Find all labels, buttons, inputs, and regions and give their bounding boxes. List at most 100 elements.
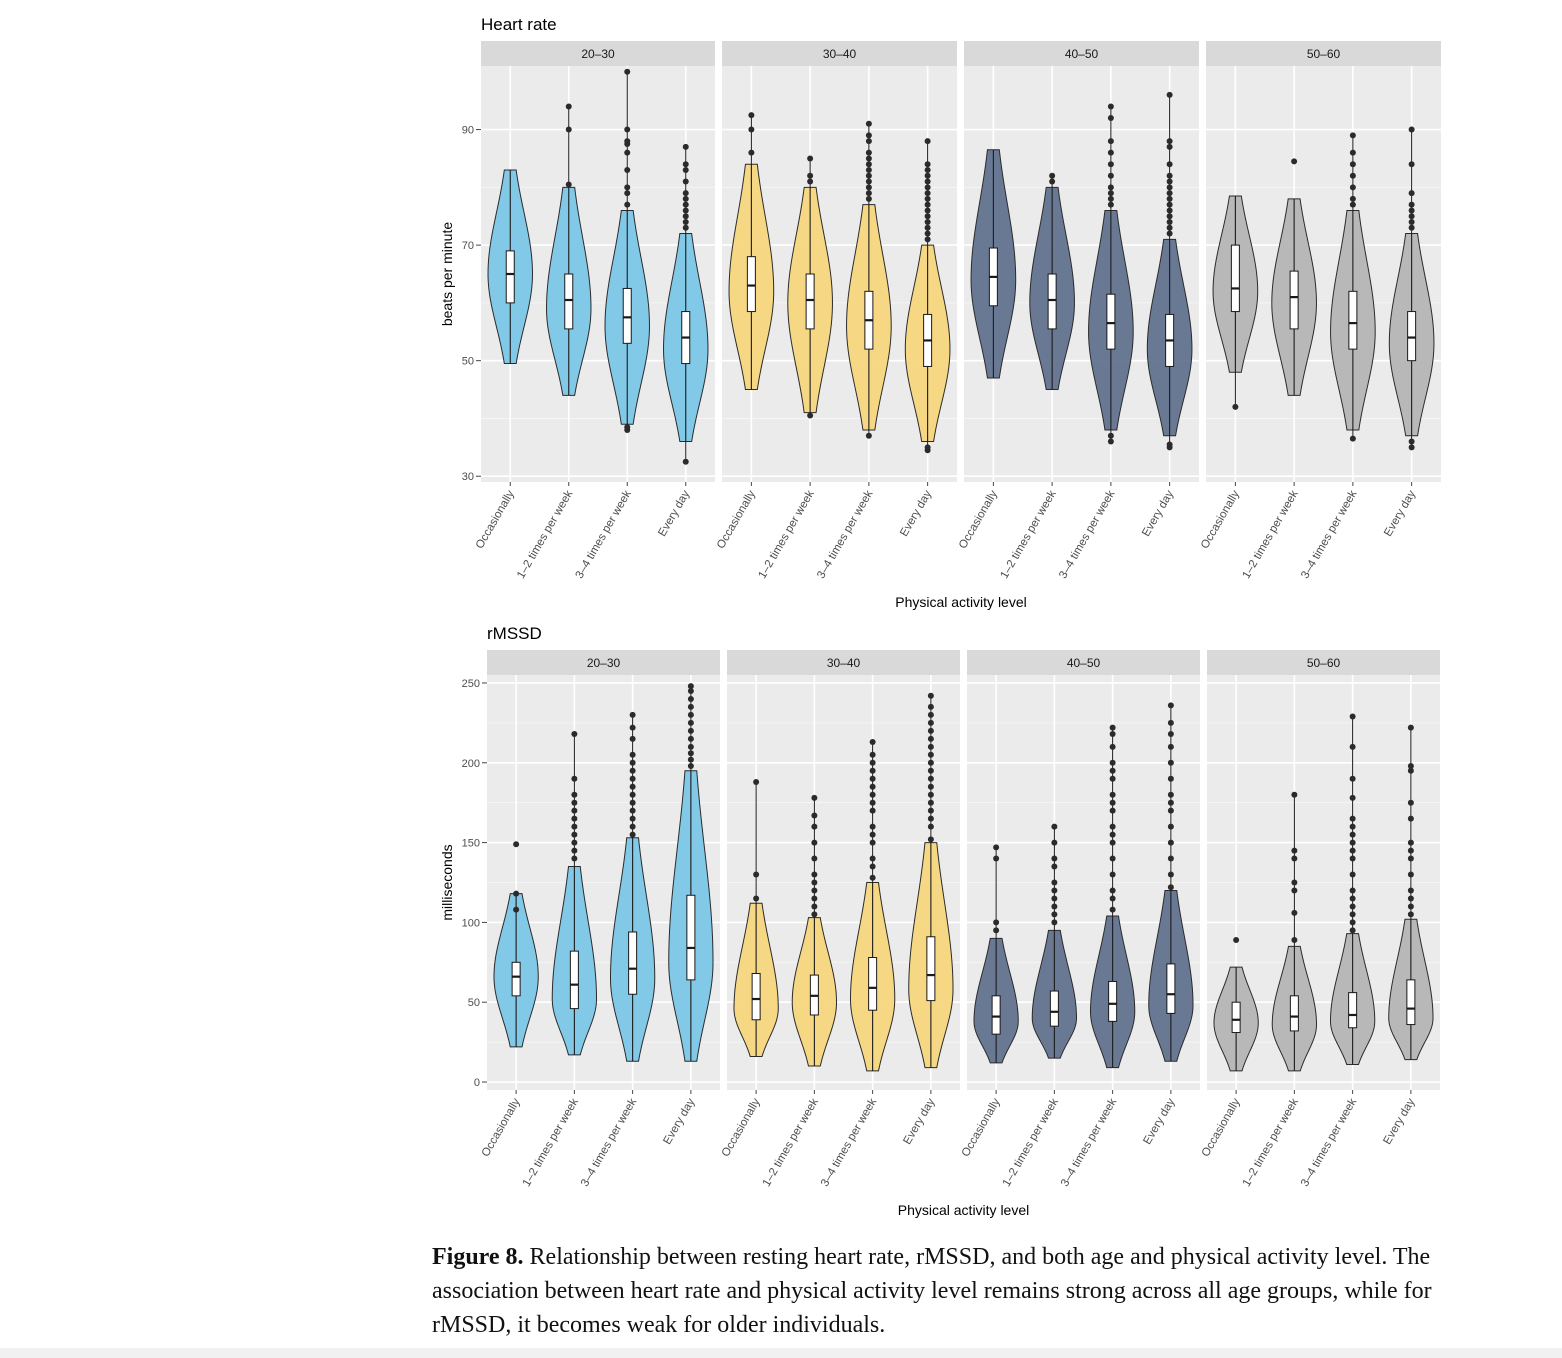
outlier-point	[624, 201, 631, 208]
outlier-point	[1408, 207, 1415, 214]
outlier-point	[869, 775, 876, 782]
outlier-point	[1407, 799, 1414, 806]
outlier-point	[571, 831, 578, 838]
outlier-point	[1407, 895, 1414, 902]
x-tick-label: Every day	[898, 488, 934, 538]
outlier-point	[927, 767, 934, 774]
page-bottom-strip	[0, 1348, 1562, 1358]
x-tick-label: 3–4 times per week	[1059, 1096, 1119, 1189]
outlier-point	[811, 879, 818, 886]
outlier-point	[811, 887, 818, 894]
outlier-point	[1167, 799, 1174, 806]
outlier-point	[687, 687, 694, 694]
outlier-point	[1166, 161, 1173, 168]
facet-label: 50–60	[1307, 47, 1341, 61]
box-iqr	[569, 950, 579, 1010]
outlier-point	[682, 161, 689, 168]
outlier-point	[1349, 903, 1356, 910]
outlier-point	[1291, 936, 1298, 943]
facet-label: 40–50	[1067, 656, 1101, 670]
outlier-point	[1407, 839, 1414, 846]
outlier-point	[1407, 871, 1414, 878]
outlier-point	[865, 167, 872, 173]
outlier-point	[1167, 884, 1174, 891]
box-iqr	[1231, 1001, 1241, 1034]
outlier-point	[1051, 887, 1058, 894]
box-iqr	[746, 256, 756, 313]
facet-label: 30–40	[827, 656, 861, 670]
outlier-point	[927, 692, 934, 699]
x-tick-label: 1–2 times per week	[998, 488, 1058, 581]
outlier-point	[687, 703, 694, 710]
x-tick-label: 3–4 times per week	[815, 488, 875, 581]
outlier-point	[1349, 195, 1356, 202]
outlier-point	[865, 138, 872, 145]
y-tick-label: 0	[474, 1077, 480, 1089]
outlier-point	[869, 831, 876, 838]
outlier-point	[924, 207, 931, 214]
outlier-point	[865, 149, 872, 156]
outlier-point	[869, 767, 876, 774]
outlier-point	[1051, 919, 1058, 926]
outlier-point	[811, 823, 818, 830]
outlier-point	[811, 903, 818, 910]
outlier-point	[865, 184, 872, 191]
outlier-point	[1107, 172, 1114, 179]
outlier-point	[687, 683, 694, 690]
x-tick-label: Every day	[1382, 1096, 1418, 1146]
outlier-point	[682, 224, 689, 231]
chart-0: Heart rate beats per minute Physical activ…	[439, 15, 1441, 610]
facet-strip	[727, 650, 960, 675]
x-tick-label: Every day	[902, 1096, 938, 1146]
outlier-point	[1109, 895, 1116, 902]
x-tick-label: 1–2 times per week	[761, 1096, 821, 1189]
outlier-point	[1167, 871, 1174, 878]
outlier-point	[682, 201, 689, 208]
outlier-point	[629, 735, 636, 742]
x-tick-label: 3–4 times per week	[819, 1096, 879, 1189]
outlier-point	[624, 138, 631, 145]
outlier-point	[865, 178, 872, 185]
outlier-point	[927, 783, 934, 790]
outlier-point	[1349, 184, 1356, 191]
outlier-point	[1109, 839, 1116, 846]
outlier-point	[1107, 161, 1114, 168]
outlier-point	[687, 735, 694, 742]
x-tick-label: Occasionally	[480, 1096, 523, 1159]
outlier-point	[624, 68, 631, 75]
caption-label: Figure 8.	[432, 1244, 524, 1270]
outlier-point	[629, 767, 636, 774]
outlier-point	[1408, 444, 1415, 451]
outlier-point	[1291, 847, 1298, 854]
outlier-point	[924, 178, 931, 185]
outlier-point	[1349, 855, 1356, 862]
x-tick-label: 3–4 times per week	[1057, 488, 1117, 581]
outlier-point	[571, 823, 578, 830]
facet-label: 40–50	[1065, 47, 1099, 61]
outlier-point	[924, 190, 931, 197]
outlier-point	[1051, 903, 1058, 910]
outlier-point	[682, 195, 689, 202]
outlier-point	[624, 149, 631, 156]
outlier-point	[811, 855, 818, 862]
box-iqr	[991, 995, 1001, 1035]
box-iqr	[622, 287, 632, 344]
outlier-point	[1107, 138, 1114, 145]
facet-label: 30–40	[823, 47, 857, 61]
x-tick-label: 1–2 times per week	[1241, 1096, 1301, 1189]
outlier-point	[629, 759, 636, 766]
x-tick-label: 1–2 times per week	[756, 488, 816, 581]
outlier-point	[1291, 909, 1298, 916]
outlier-point	[1166, 219, 1173, 225]
box-iqr	[868, 957, 878, 1011]
outlier-point	[571, 731, 578, 738]
outlier-point	[1291, 791, 1298, 798]
box-iqr	[1049, 990, 1059, 1027]
outlier-point	[807, 178, 814, 185]
outlier-point	[924, 138, 931, 145]
outlier-point	[1051, 895, 1058, 902]
